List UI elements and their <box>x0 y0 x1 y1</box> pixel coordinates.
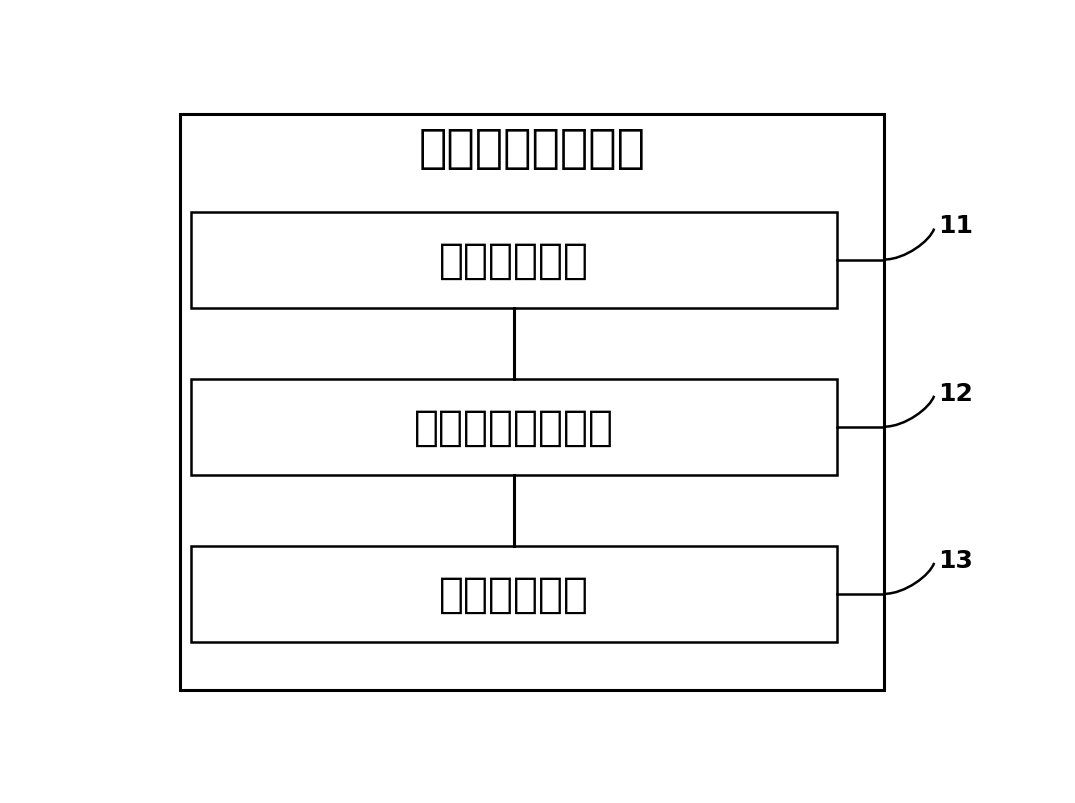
Text: 天线调整模块: 天线调整模块 <box>439 573 589 615</box>
Text: 12: 12 <box>938 381 973 406</box>
Bar <box>191 546 836 642</box>
Bar <box>181 115 884 690</box>
Bar <box>191 379 836 475</box>
Text: 11: 11 <box>938 214 973 238</box>
Text: 13: 13 <box>938 548 973 572</box>
Text: 极化闭环跟踪装置: 极化闭环跟踪装置 <box>418 126 646 171</box>
Text: 角度调整模块: 角度调整模块 <box>439 239 589 281</box>
Bar <box>191 212 836 308</box>
Text: 极化步进跟踪模块: 极化步进跟踪模块 <box>414 406 614 448</box>
